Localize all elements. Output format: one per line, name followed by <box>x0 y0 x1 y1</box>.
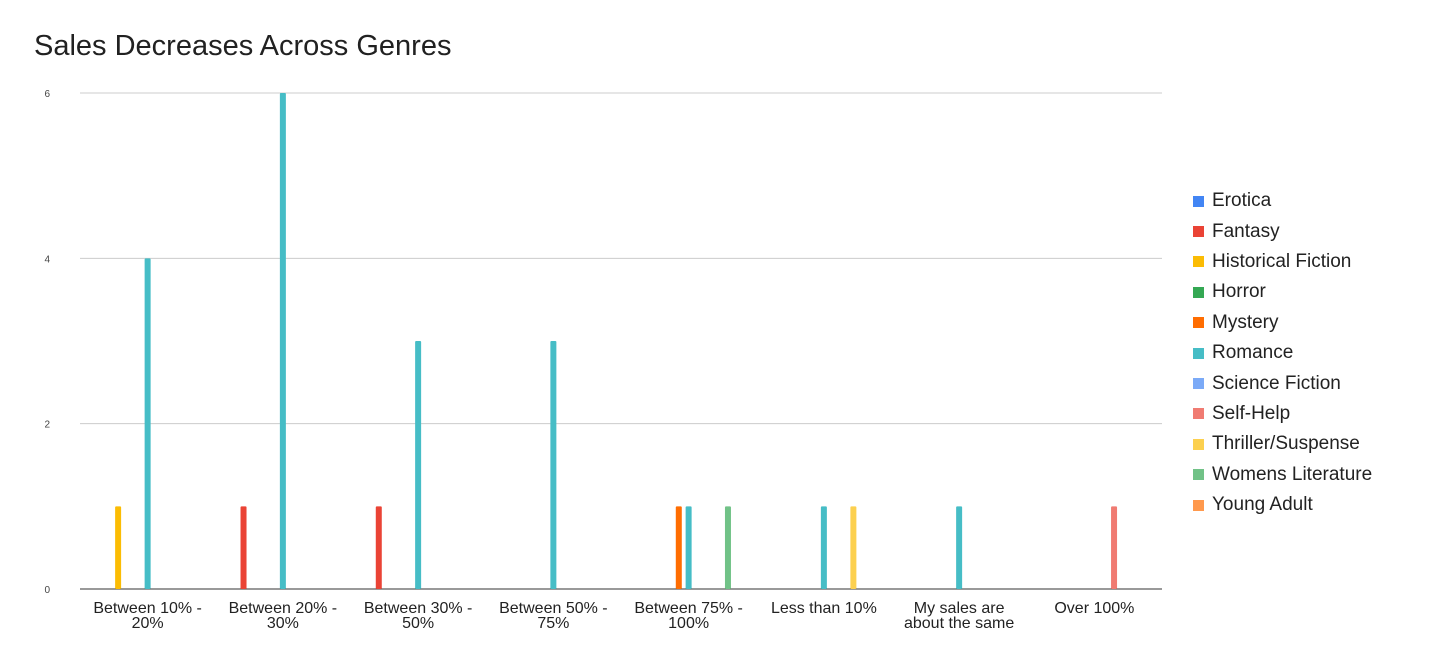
y-tick-label: 2 <box>44 420 50 431</box>
y-tick-label: 0 <box>44 585 50 596</box>
bar-mystery[interactable] <box>675 506 682 589</box>
legend-item[interactable]: Fantasy <box>1193 216 1372 246</box>
bar-fantasy[interactable] <box>375 506 382 589</box>
x-tick-label: Between 75% -100% <box>634 600 743 632</box>
legend-label: Historical Fiction <box>1212 250 1352 272</box>
legend-label: Fantasy <box>1212 220 1280 242</box>
x-tick-label: Between 20% -30% <box>229 600 338 632</box>
legend-item[interactable]: Young Adult <box>1193 490 1372 520</box>
legend-swatch <box>1193 256 1204 268</box>
y-tick-label: 4 <box>44 254 50 265</box>
legend-label: Romance <box>1212 342 1294 364</box>
legend-label: Erotica <box>1212 190 1272 212</box>
bar-thriller-suspense[interactable] <box>850 506 857 589</box>
legend-label: Mystery <box>1212 311 1279 333</box>
bar-self-help[interactable] <box>1111 506 1118 589</box>
legend-item[interactable]: Science Fiction <box>1193 368 1372 398</box>
bar-romance[interactable] <box>685 506 692 589</box>
bar-romance[interactable] <box>144 258 151 589</box>
legend-item[interactable]: Horror <box>1193 277 1372 307</box>
legend-label: Self-Help <box>1212 402 1291 424</box>
legend-swatch <box>1193 347 1204 359</box>
bar-fantasy[interactable] <box>240 506 247 589</box>
bar-romance[interactable] <box>279 93 286 589</box>
x-tick-label: Between 10% -20% <box>93 600 202 632</box>
y-tick-label: 6 <box>44 89 50 100</box>
legend-swatch <box>1193 469 1204 481</box>
gridlines <box>80 92 1162 590</box>
legend-item[interactable]: Historical Fiction <box>1193 247 1372 277</box>
x-tick-label: My sales are about the same <box>904 600 1014 632</box>
y-axis-ticks: 0 2 4 6 <box>44 89 50 596</box>
chart-legend: Erotica Fantasy Historical Fiction Horror My… <box>1193 186 1372 520</box>
legend-label: Thriller/Suspense <box>1212 433 1360 455</box>
bar-historical-fiction[interactable] <box>115 506 122 589</box>
x-tick-label: Between 30% -50% <box>364 600 473 632</box>
legend-item[interactable]: Womens Literature <box>1193 460 1372 490</box>
bar-romance[interactable] <box>550 341 557 589</box>
bar-womens-literature[interactable] <box>724 506 731 589</box>
legend-label: Horror <box>1212 281 1266 303</box>
legend-label: Young Adult <box>1212 494 1313 516</box>
legend-swatch <box>1193 286 1204 298</box>
legend-swatch <box>1193 499 1204 511</box>
legend-swatch <box>1193 195 1204 207</box>
bar-romance[interactable] <box>820 506 827 589</box>
legend-label: Womens Literature <box>1212 463 1373 485</box>
x-tick-label: Between 50% -75% <box>499 600 608 632</box>
bar-romance[interactable] <box>415 341 422 589</box>
bars <box>115 93 1118 589</box>
x-axis-ticks: Between 10% -20% Between 20% -30% Between … <box>93 600 1134 632</box>
legend-swatch <box>1193 438 1204 450</box>
legend-swatch <box>1193 378 1204 390</box>
legend-item[interactable]: Thriller/Suspense <box>1193 429 1372 459</box>
legend-swatch <box>1193 408 1204 420</box>
legend-swatch <box>1193 317 1204 329</box>
legend-item[interactable]: Romance <box>1193 338 1372 368</box>
legend-item[interactable]: Mystery <box>1193 308 1372 338</box>
x-tick-label: Less than 10% <box>771 600 877 617</box>
legend-label: Science Fiction <box>1212 372 1341 394</box>
legend-swatch <box>1193 226 1204 238</box>
legend-item[interactable]: Erotica <box>1193 186 1372 216</box>
legend-item[interactable]: Self-Help <box>1193 399 1372 429</box>
x-tick-label: Over 100% <box>1054 600 1134 617</box>
bar-romance[interactable] <box>956 506 963 589</box>
chart-title: Sales Decreases Across Genres <box>34 30 452 62</box>
